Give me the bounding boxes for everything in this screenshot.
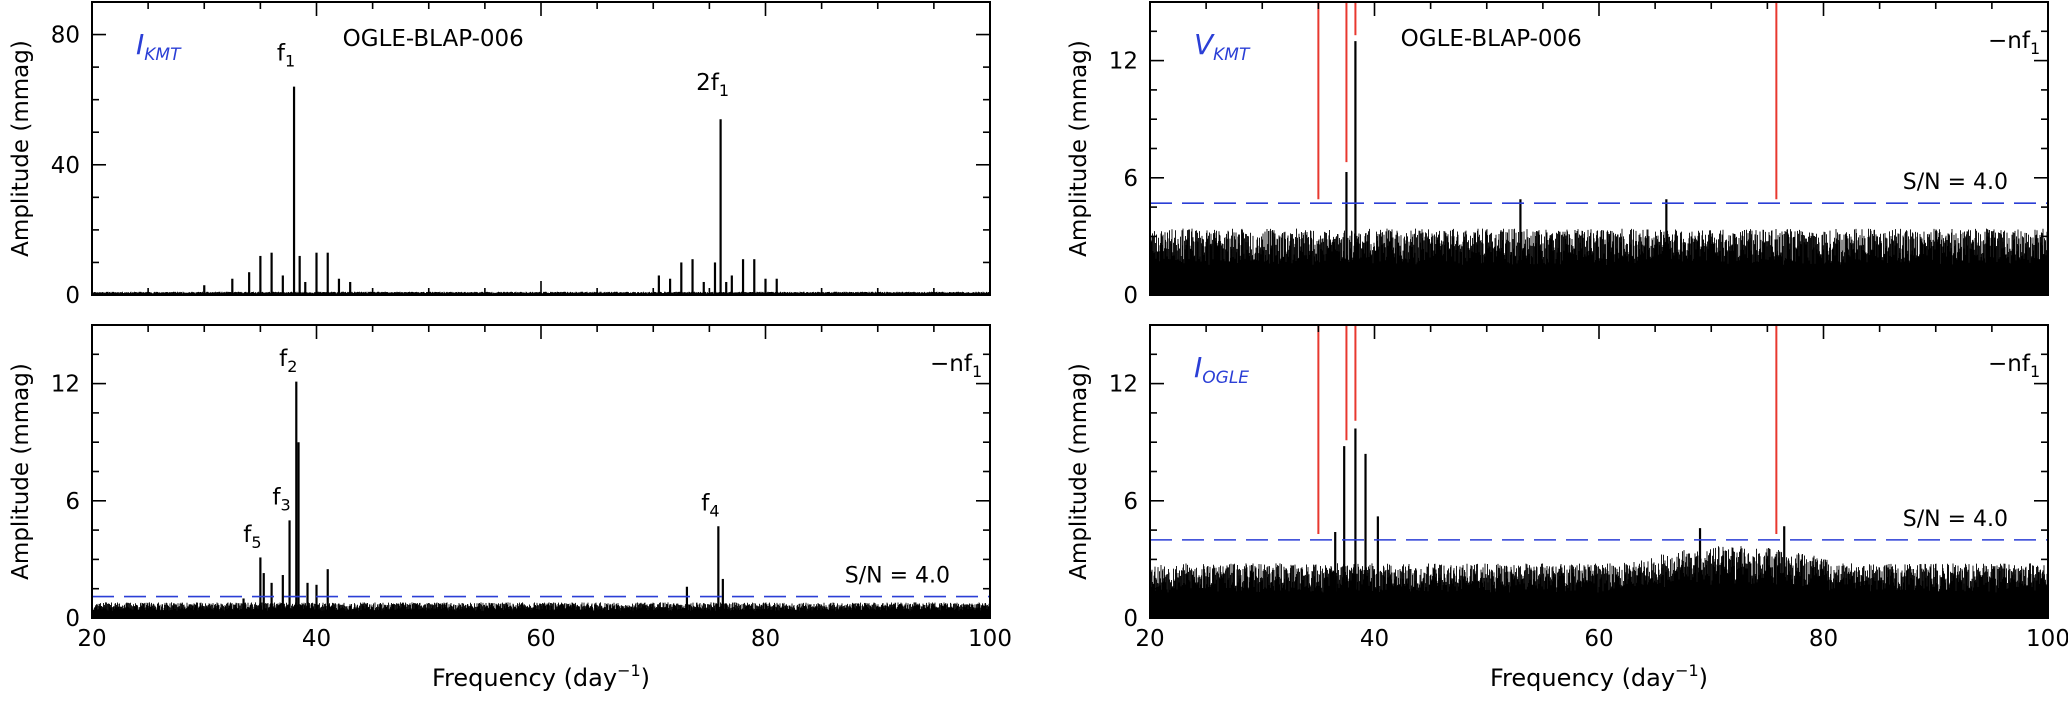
- sn-threshold-label: S/N = 4.0: [1903, 170, 2008, 195]
- x-axis-label-main: Frequency (day: [432, 664, 617, 692]
- peak-annotation-1-sub: 3: [281, 496, 291, 515]
- band-label: IOGLE: [1194, 351, 1249, 388]
- y-tick-label: 80: [51, 23, 80, 49]
- corner-label-main: −nf: [1988, 351, 2031, 377]
- y-tick-label: 12: [51, 372, 80, 398]
- band-label-main: V: [1194, 28, 1215, 61]
- x-axis-label-main: Frequency (day: [1490, 664, 1675, 692]
- x-axis-label-sup: −1: [1675, 661, 1699, 680]
- y-axis-label: Amplitude (mmag): [8, 40, 34, 257]
- peak-annotation-1: 2f1: [696, 70, 729, 100]
- y-axis-label: Amplitude (mmag): [1066, 40, 1092, 257]
- peak-annotation-0-sub: 1: [285, 52, 295, 71]
- peak-annotation-3-sub: 4: [709, 502, 719, 521]
- y-tick-label: 0: [65, 606, 80, 632]
- x-tick-label: 100: [968, 626, 1012, 652]
- band-label-main: I: [1194, 351, 1202, 384]
- peak-annotation-1-main: f: [272, 485, 281, 511]
- panel-title: OGLE-BLAP-006: [343, 26, 524, 52]
- peak-annotation-0: f1: [277, 41, 295, 71]
- x-tick-label: 20: [77, 626, 106, 652]
- sn-threshold-label: S/N = 4.0: [845, 564, 950, 589]
- x-tick-label: 80: [751, 626, 780, 652]
- peak-annotation-0-main: f: [243, 522, 252, 548]
- peak-annotation-2-main: f: [279, 346, 288, 372]
- x-tick-label: 60: [1584, 626, 1613, 652]
- peak-annotation-3: f4: [701, 491, 719, 521]
- x-tick-label: 60: [526, 626, 555, 652]
- corner-label-main: −nf: [930, 351, 973, 377]
- y-tick-label: 0: [1123, 283, 1138, 309]
- y-tick-label: 0: [1123, 606, 1138, 632]
- x-axis-label-sup: −1: [617, 661, 641, 680]
- y-axis-label: Amplitude (mmag): [8, 363, 34, 580]
- peak-annotation-1-sub: 1: [719, 81, 729, 100]
- corner-label-sub: 1: [2030, 39, 2040, 58]
- y-tick-label: 40: [51, 153, 80, 179]
- corner-label-sub: 1: [2030, 362, 2040, 381]
- band-label-main: I: [136, 28, 144, 61]
- x-axis-label: Frequency (day−1): [432, 661, 650, 692]
- peak-annotation-1: f3: [272, 485, 290, 515]
- y-tick-label: 6: [1123, 166, 1138, 192]
- band-label: IKMT: [136, 28, 182, 65]
- peak-annotation-3-main: f: [701, 491, 710, 517]
- x-axis-label: Frequency (day−1): [1490, 661, 1708, 692]
- x-tick-label: 20: [1135, 626, 1164, 652]
- x-axis-label-end: ): [641, 664, 650, 692]
- corner-label-main: −nf: [1988, 28, 2031, 54]
- band-label-sub: KMT: [144, 45, 182, 65]
- corner-label: −nf1: [1988, 28, 2040, 58]
- x-axis-label-end: ): [1699, 664, 1708, 692]
- y-axis-label: Amplitude (mmag): [1066, 363, 1092, 580]
- y-tick-label: 6: [1123, 489, 1138, 515]
- peak-annotation-2-sub: 2: [287, 357, 297, 376]
- peak-annotation-1-main: 2f: [696, 70, 720, 96]
- panel-title: OGLE-BLAP-006: [1401, 26, 1582, 52]
- y-tick-label: 0: [65, 283, 80, 309]
- plot-frame: [91, 1, 991, 296]
- corner-label-sub: 1: [972, 362, 982, 381]
- peak-annotation-0-main: f: [277, 41, 286, 67]
- x-tick-label: 80: [1809, 626, 1838, 652]
- corner-label: −nf1: [930, 351, 982, 381]
- corner-label: −nf1: [1988, 351, 2040, 381]
- panel-bottom-right: S/N = 4.0 20 40 60 80 100 0 6 12 Amplitude (mmag)…: [1066, 324, 2068, 692]
- band-label-sub: OGLE: [1202, 368, 1249, 388]
- sn-threshold-label: S/N = 4.0: [1903, 507, 2008, 532]
- y-tick-label: 12: [1109, 372, 1138, 398]
- panel-top-right: S/N = 4.0 0 6 12 Amplitude (mmag) OGLE-BLAP-0…: [1066, 1, 2049, 309]
- x-tick-label: 40: [302, 626, 331, 652]
- peak-annotation-2: f2: [279, 346, 297, 376]
- band-label-sub: KMT: [1213, 45, 1251, 65]
- y-tick-label: 12: [1109, 49, 1138, 75]
- y-tick-label: 6: [65, 489, 80, 515]
- peak-annotation-0: f5: [243, 522, 261, 552]
- peak-annotation-0-sub: 5: [251, 533, 261, 552]
- x-tick-label: 40: [1360, 626, 1389, 652]
- band-label: VKMT: [1194, 28, 1251, 65]
- x-tick-label: 100: [2026, 626, 2068, 652]
